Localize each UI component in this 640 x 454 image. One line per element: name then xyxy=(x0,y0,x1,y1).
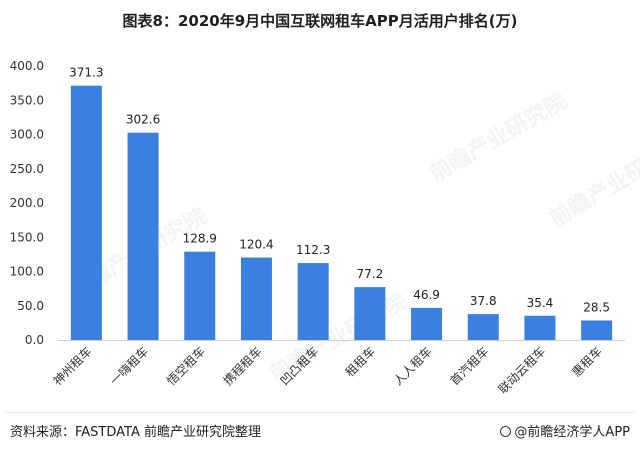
data-label: 128.9 xyxy=(183,232,217,246)
bar xyxy=(467,314,499,340)
bar xyxy=(70,85,102,340)
x-tick-label: 一嗨租车 xyxy=(107,344,152,389)
bar xyxy=(240,257,272,340)
bar xyxy=(581,320,613,340)
source-note: 资料来源：FASTDATA 前瞻产业研究院整理 xyxy=(10,425,261,440)
y-tick-label: 350.0 xyxy=(10,93,44,107)
x-tick-label: 租租车 xyxy=(342,344,378,380)
brand-text: @前瞻经济学人APP xyxy=(514,425,630,440)
data-label: 302.6 xyxy=(126,113,160,127)
bar xyxy=(184,251,216,340)
data-label: 371.3 xyxy=(69,66,103,80)
x-tick-label: 携程租车 xyxy=(220,344,265,389)
x-tick-label: 人人租车 xyxy=(390,344,435,389)
y-tick-label: 300.0 xyxy=(10,128,44,142)
x-tick-label: 神州租车 xyxy=(50,344,95,389)
data-label: 46.9 xyxy=(413,288,440,302)
data-label: 37.8 xyxy=(470,294,497,308)
bar xyxy=(411,307,443,340)
y-tick-label: 0.0 xyxy=(25,333,44,347)
data-label: 112.3 xyxy=(296,243,330,257)
x-tick-label: 惠租车 xyxy=(569,344,605,380)
y-tick-label: 150.0 xyxy=(10,230,44,244)
x-tick-label: 悟空租车 xyxy=(163,344,208,389)
y-tick-label: 50.0 xyxy=(17,299,44,313)
data-label: 28.5 xyxy=(583,300,610,314)
data-label: 77.2 xyxy=(356,267,383,281)
data-label: 35.4 xyxy=(527,296,554,310)
y-tick-label: 250.0 xyxy=(10,162,44,176)
bar xyxy=(354,287,386,340)
x-tick-label: 联动云租车 xyxy=(495,344,548,397)
bar xyxy=(127,132,159,340)
bar xyxy=(297,263,329,340)
brand-credit: @前瞻经济学人APP xyxy=(500,421,630,440)
data-label: 120.4 xyxy=(239,238,273,252)
bar xyxy=(524,315,556,340)
brand-logo-icon xyxy=(500,426,512,437)
page-title: 图表8：2020年9月中国互联网租车APP月活用户排名(万) xyxy=(122,12,518,30)
y-tick-label: 200.0 xyxy=(10,196,44,210)
x-tick-label: 首汽租车 xyxy=(447,344,492,389)
y-tick-label: 400.0 xyxy=(10,59,44,73)
divider xyxy=(6,412,634,413)
y-tick-label: 100.0 xyxy=(10,265,44,279)
x-tick-label: 凹凸租车 xyxy=(277,344,322,389)
